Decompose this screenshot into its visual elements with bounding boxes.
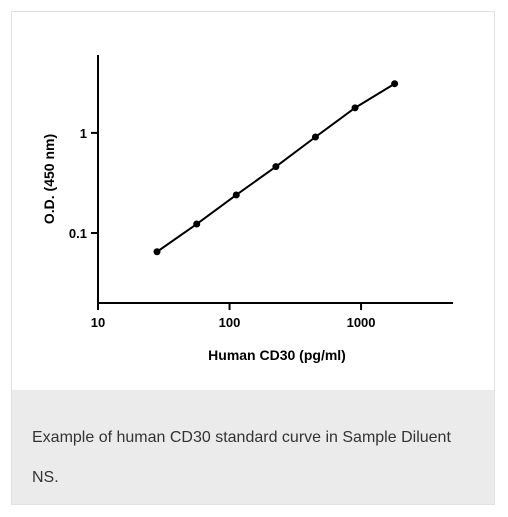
x-tick-label: 1000 [347, 315, 376, 330]
point [153, 248, 161, 256]
chart: Human CD30 (pg/ml) O.D. (450 nm) 10 100 10… [41, 55, 453, 363]
point [232, 191, 240, 199]
point [351, 104, 359, 112]
point [272, 163, 280, 171]
point [311, 133, 319, 141]
x-tick-label: 10 [91, 315, 105, 330]
point [391, 80, 399, 88]
x-tick-label: 100 [219, 315, 241, 330]
point [193, 220, 201, 228]
card: Human CD30 (pg/ml) O.D. (450 nm) 10 100 10… [11, 11, 495, 505]
y-tick-label: 0.1 [69, 226, 87, 241]
x-axis-label: Human CD30 (pg/ml) [208, 347, 346, 363]
caption: Example of human CD30 standard curve in … [12, 390, 494, 504]
y-tick-label: 1 [80, 126, 87, 141]
y-axis-label: O.D. (450 nm) [41, 134, 57, 224]
